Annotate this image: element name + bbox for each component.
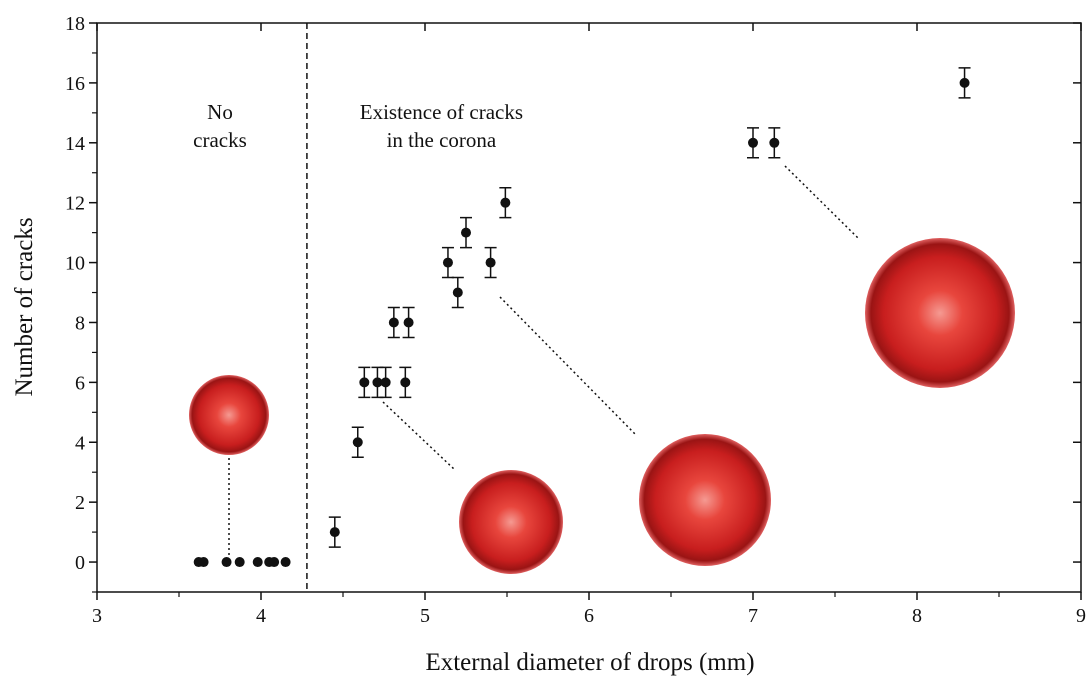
point bbox=[485, 257, 496, 268]
y-tick-label: 6 bbox=[75, 372, 85, 394]
point bbox=[329, 527, 340, 538]
point bbox=[442, 257, 453, 268]
point bbox=[388, 317, 399, 328]
annotation: cracks bbox=[193, 128, 247, 152]
point bbox=[352, 437, 363, 448]
y-axis-label: Number of cracks bbox=[11, 217, 38, 396]
y-tick-label: 10 bbox=[65, 253, 85, 275]
y-tick-label: 4 bbox=[75, 432, 85, 454]
x-tick-label: 9 bbox=[1076, 605, 1086, 627]
droplet bbox=[189, 375, 269, 455]
x-tick-label: 4 bbox=[256, 605, 266, 627]
droplet bbox=[865, 238, 1015, 388]
connector bbox=[499, 296, 637, 436]
point bbox=[221, 557, 232, 568]
x-tick-label: 5 bbox=[420, 605, 430, 627]
point bbox=[769, 137, 780, 148]
droplet bbox=[459, 470, 563, 574]
point bbox=[359, 377, 370, 388]
point bbox=[452, 287, 463, 298]
x-tick-label: 6 bbox=[584, 605, 594, 627]
point bbox=[400, 377, 411, 388]
annotation: No bbox=[207, 100, 233, 124]
x-tick-label: 3 bbox=[92, 605, 102, 627]
y-tick-label: 16 bbox=[65, 73, 85, 95]
point bbox=[252, 557, 263, 568]
point bbox=[748, 137, 758, 148]
point bbox=[500, 197, 511, 208]
point bbox=[234, 557, 245, 568]
connector bbox=[784, 165, 859, 239]
y-tick-label: 14 bbox=[65, 133, 85, 155]
connector bbox=[382, 401, 456, 471]
point bbox=[959, 77, 970, 88]
x-tick-label: 7 bbox=[748, 605, 758, 627]
annotation: in the corona bbox=[387, 128, 497, 152]
droplet-images bbox=[189, 165, 1015, 574]
point bbox=[403, 317, 414, 328]
droplet bbox=[639, 434, 771, 566]
y-tick-label: 18 bbox=[65, 13, 85, 35]
point bbox=[380, 377, 391, 388]
y-tick-label: 12 bbox=[65, 193, 85, 215]
y-tick-label: 0 bbox=[75, 552, 85, 574]
y-tick-label: 8 bbox=[75, 312, 85, 334]
point bbox=[280, 557, 291, 568]
annotation: Existence of cracks bbox=[360, 100, 523, 124]
point bbox=[372, 377, 383, 388]
point bbox=[269, 557, 280, 568]
x-tick-label: 8 bbox=[912, 605, 922, 627]
y-tick-label: 2 bbox=[75, 492, 85, 514]
x-axis-label: External diameter of drops (mm) bbox=[425, 649, 754, 676]
point bbox=[461, 227, 471, 238]
point bbox=[198, 557, 209, 568]
